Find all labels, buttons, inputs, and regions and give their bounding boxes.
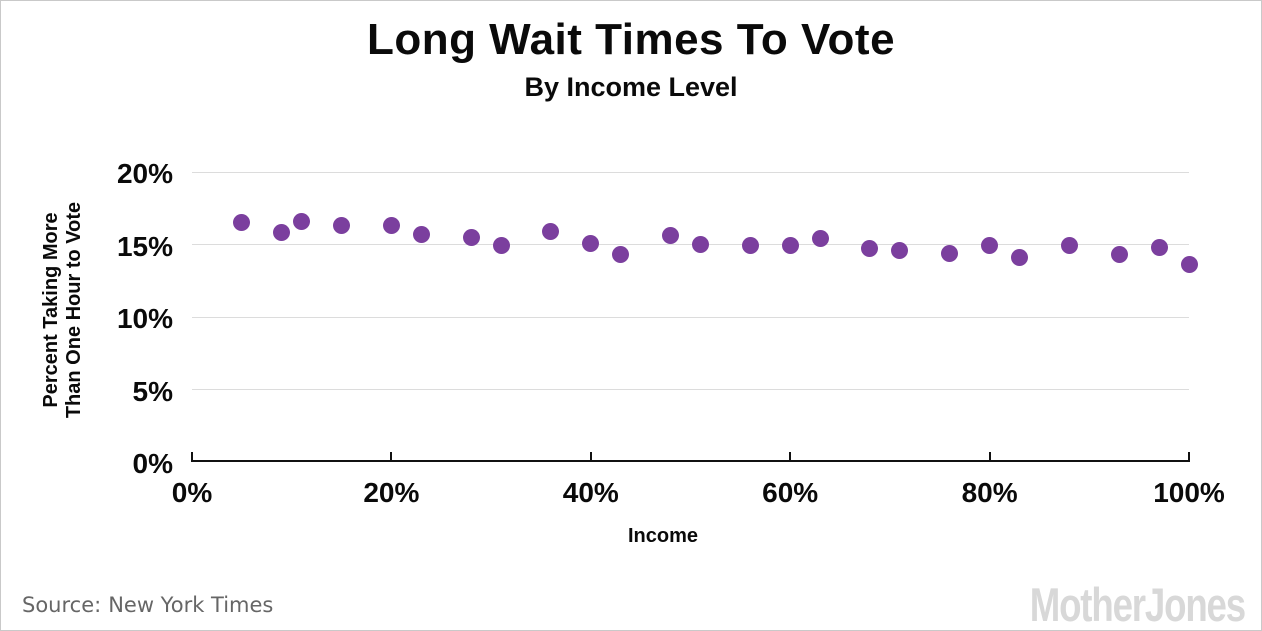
- scatter-dot: [811, 230, 829, 248]
- scatter-dot: [293, 212, 311, 230]
- x-tick-label: 20%: [363, 477, 420, 508]
- scatter-dot: [1011, 249, 1028, 267]
- y-tick-label: 10%: [116, 303, 173, 334]
- source-value: New York Times: [108, 593, 274, 617]
- y-tick-label: 5%: [132, 375, 173, 407]
- plot-area: 0% 5% 10% 15% 20% 0% 20% 40% 60% 80% 100%: [117, 160, 1225, 509]
- gridline: [192, 389, 1189, 390]
- scatter-dot: [861, 240, 879, 258]
- scatter-dot: [612, 246, 630, 264]
- scatter-dot: [542, 222, 560, 240]
- y-tick-label: 15%: [116, 230, 173, 262]
- gridline: [192, 244, 1189, 245]
- y-tick-label: 20%: [116, 158, 173, 189]
- scatter-dot: [1150, 238, 1168, 256]
- chart-subtitle: By Income Level: [524, 72, 738, 102]
- scatter-dot: [582, 234, 600, 252]
- scatter-dot: [941, 244, 959, 262]
- scatter-dot: [691, 236, 709, 253]
- x-tick-mark: [789, 452, 792, 462]
- scatter-dot: [273, 224, 291, 242]
- x-tick-label: 100%: [1153, 477, 1225, 508]
- x-tick-label: 40%: [562, 477, 619, 508]
- gridline: [192, 316, 1189, 318]
- x-tick-mark: [390, 452, 393, 462]
- x-tick-mark: [589, 452, 592, 462]
- scatter-dot: [462, 228, 480, 246]
- scatter-dot: [333, 217, 351, 235]
- motherjones-logo: MotherJones: [1029, 578, 1246, 631]
- scatter-dot: [382, 217, 400, 235]
- source-note: Source: New York Times: [22, 593, 273, 617]
- x-tick-mark: [988, 452, 991, 462]
- scatter-dot: [891, 241, 909, 259]
- x-tick-mark: [1188, 452, 1190, 462]
- scatter-dot: [981, 237, 999, 255]
- scatter-dot: [1060, 237, 1078, 255]
- scatter-dot: [1180, 256, 1198, 274]
- y-axis-title-line1: Percent Taking More: [40, 212, 62, 408]
- source-label: Source:: [22, 593, 102, 617]
- scatter-dot: [662, 227, 680, 245]
- scatter-dot: [412, 225, 430, 243]
- scatter-dot: [741, 237, 759, 255]
- x-tick-label: 60%: [762, 477, 819, 508]
- y-tick-label: 0%: [132, 448, 173, 479]
- x-tick-label: 80%: [961, 477, 1018, 508]
- x-axis-title: Income: [627, 525, 699, 547]
- scatter-dot: [233, 214, 251, 232]
- scatter-dot: [781, 237, 799, 255]
- gridline: [192, 171, 1189, 173]
- x-tick-mark: [191, 452, 193, 462]
- scatter-dot: [1110, 246, 1128, 264]
- scatter-dot: [492, 237, 510, 255]
- chart-title: Long Wait Times To Vote: [366, 15, 896, 64]
- x-axis-line: [192, 460, 1189, 462]
- x-tick-label: 0%: [171, 477, 213, 508]
